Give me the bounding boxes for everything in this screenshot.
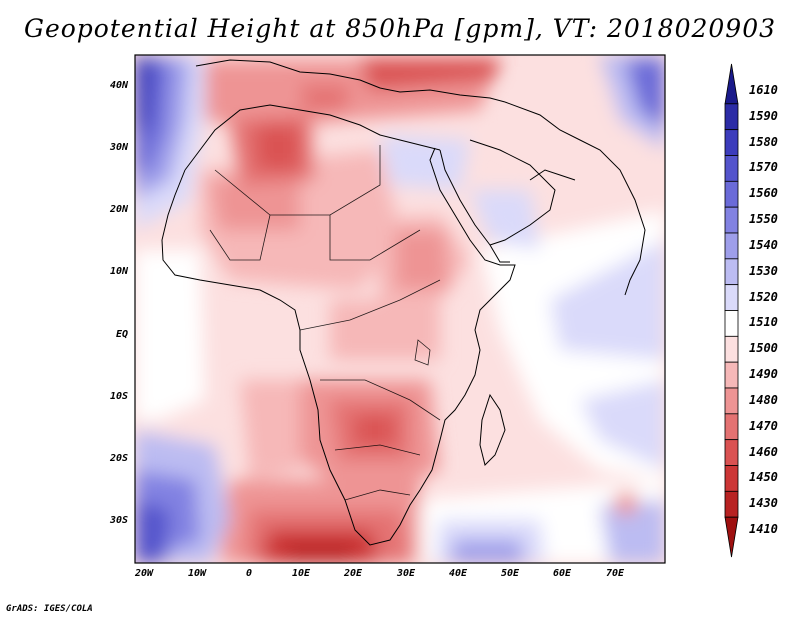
colorbar-swatch	[724, 155, 739, 182]
colorbar-label: 1540	[749, 237, 778, 252]
colorbar-swatch	[724, 465, 739, 492]
lat-label: 20N	[109, 204, 128, 215]
colorbar-swatch	[724, 439, 739, 466]
colorbar-label: 1510	[749, 315, 778, 330]
lon-label: 50E	[500, 568, 520, 579]
colorbar-swatch	[724, 103, 739, 131]
lon-label: 10E	[291, 568, 311, 579]
colorbar-swatch	[724, 490, 739, 518]
colorbar-swatch	[724, 232, 739, 260]
colorbar-label: 1610	[749, 82, 778, 97]
colorbar-swatch	[724, 387, 739, 415]
lat-label: 10N	[109, 266, 128, 277]
colorbar-swatch	[724, 63, 739, 105]
lon-label: 20W	[134, 568, 154, 579]
colorbar-label: 1500	[749, 341, 778, 356]
colorbar-label: 1410	[749, 522, 778, 537]
country-borders	[209, 145, 441, 501]
colorbar-swatch	[724, 180, 739, 208]
lon-label: 60E	[552, 568, 572, 579]
lon-label: 40E	[448, 568, 468, 579]
colorbar-swatch	[724, 335, 739, 363]
lat-label: 20S	[109, 453, 128, 464]
colorbar-label: 1480	[749, 392, 778, 407]
colorbar-label: 1450	[749, 470, 778, 485]
colorbar-label: 1550	[749, 212, 778, 227]
lon-label: 0	[245, 568, 253, 579]
colorbar-swatch	[724, 258, 739, 286]
lon-label: 70E	[605, 568, 625, 579]
colorbar-swatch	[724, 310, 739, 337]
colorbar-swatch	[724, 206, 739, 234]
colorbar-swatch	[724, 284, 739, 311]
height-field	[135, 55, 665, 563]
colorbar-label: 1530	[749, 263, 778, 278]
colorbar-swatch	[724, 361, 739, 389]
colorbar-label: 1560	[749, 186, 778, 201]
lat-label: EQ	[115, 329, 128, 340]
map-frame	[134, 54, 666, 564]
lon-label: 20E	[343, 568, 363, 579]
colorbar	[724, 63, 739, 558]
lat-label: 40N	[109, 80, 128, 91]
colorbar-label: 1470	[749, 418, 778, 433]
colorbar-label: 1460	[749, 444, 778, 459]
colorbar-label: 1580	[749, 134, 778, 149]
colorbar-swatch	[724, 413, 739, 441]
colorbar-label: 1570	[749, 160, 778, 175]
lon-label: 10W	[187, 568, 207, 579]
colorbar-label: 1430	[749, 496, 778, 511]
colorbar-swatch	[724, 516, 739, 558]
colorbar-label: 1590	[749, 108, 778, 123]
lon-label: 30E	[396, 568, 416, 579]
footer-credit: GrADS: IGES/COLA	[6, 604, 93, 614]
lat-label: 10S	[109, 391, 128, 402]
coastlines	[161, 59, 646, 546]
colorbar-label: 1490	[749, 367, 778, 382]
colorbar-swatch	[724, 129, 739, 156]
colorbar-label: 1520	[749, 289, 778, 304]
lat-label: 30N	[109, 142, 128, 153]
lat-label: 30S	[109, 515, 128, 526]
map-title: Geopotential Height at 850hPa [gpm], VT:…	[23, 14, 777, 43]
